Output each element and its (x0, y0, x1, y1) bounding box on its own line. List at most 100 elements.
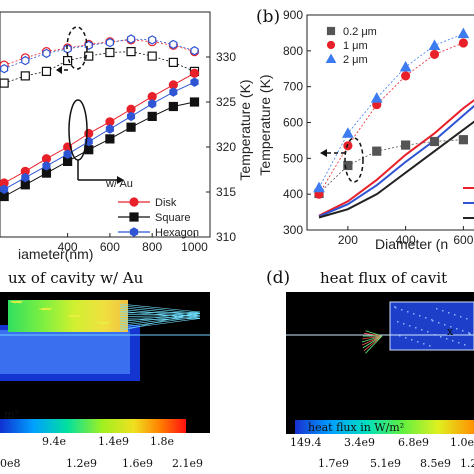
panel-a-dashed-ellipse (66, 26, 88, 70)
x-tick-label: 400 (396, 233, 416, 247)
flux-arrow (119, 316, 201, 328)
series-point (399, 60, 412, 72)
series-point-hexagon (126, 111, 136, 122)
panel-d-marker-x: x (447, 325, 454, 338)
noise-speck (452, 340, 454, 342)
legend-marker (325, 53, 337, 63)
flux-arrow (98, 322, 104, 325)
x-tick-label: 1000 (181, 240, 208, 254)
noise-speck (405, 337, 407, 339)
y-tick-label: 315 (216, 185, 236, 199)
open-series-line (4, 51, 195, 84)
panel-d-cb-label: 1.0e (450, 436, 474, 449)
panel-d-noise (394, 306, 471, 347)
x-tick-label: 400 (58, 240, 78, 254)
flux-arrow (365, 335, 383, 354)
noise-speck (431, 319, 433, 321)
legend-label: 2 μm (343, 54, 368, 66)
open-series-point (169, 39, 178, 50)
series-point (343, 160, 353, 171)
noise-speck (462, 330, 464, 332)
legend-marker (129, 227, 139, 237)
flux-arrow (76, 315, 82, 318)
legend-marker (326, 26, 336, 36)
open-series-point (84, 51, 94, 61)
noise-speck (413, 313, 415, 315)
panel-c-cb-label: 2.1e9 (172, 457, 203, 470)
noise-speck (409, 325, 411, 327)
panel-d-label: (d) (266, 268, 290, 288)
noise-speck (407, 311, 409, 313)
series-point-hexagon (21, 172, 30, 183)
panel-c-cb-label: 1.4e9 (98, 435, 129, 448)
flux-arrow (104, 322, 110, 325)
panel-c-cb-label: 1.8e (150, 435, 174, 448)
x-tick-label: 200 (338, 233, 358, 247)
noise-speck (436, 308, 438, 310)
flux-arrow (119, 303, 201, 313)
series-line (318, 33, 464, 188)
series-point (342, 127, 354, 138)
series-point-hexagon (42, 161, 51, 171)
noise-speck (417, 341, 419, 343)
series-line-hexagon (3, 81, 195, 190)
series-point (458, 38, 468, 48)
panel-d-flux-arrows (361, 330, 383, 354)
panel-a-solid-ellipse (68, 99, 88, 161)
open-series-point (0, 78, 9, 88)
panel-b-chart: (b) 200 400 600 300 400 500 600 700 800 900 0.2 … (256, 7, 474, 252)
noise-speck (450, 326, 452, 328)
flux-arrow (119, 318, 201, 330)
flux-arrow (42, 308, 48, 311)
panel-d-image: (d) heat flux of cavit x heat flux in W/… (266, 268, 474, 474)
flux-arrow (18, 300, 24, 303)
y-tick-label: 310 (216, 230, 236, 244)
panel-d-colorbar-label-area (286, 434, 474, 474)
noise-speck (395, 307, 397, 309)
y-tick-label: 500 (283, 151, 303, 165)
panel-d-cb-label: 1.2 (460, 457, 474, 470)
open-series-point (147, 51, 157, 61)
y-tick-label: 330 (216, 50, 236, 64)
panel-a-x-axis-label: iameter(nm) (18, 246, 93, 262)
open-series-point (42, 48, 51, 59)
series-point-square (168, 101, 178, 112)
noise-speck (419, 315, 421, 317)
panel-d-cb-label: 6.8e9 (398, 436, 429, 449)
panel-c-image: ux of cavity w/ Au m² 9.4e 1.4e9 1.8e 0e… (0, 269, 210, 474)
y-tick-label: 900 (283, 8, 303, 22)
panel-b-y-axis-label: Temperature (K) (257, 74, 273, 175)
noise-speck (448, 312, 450, 314)
noise-speck (456, 328, 458, 330)
noise-speck (466, 318, 468, 320)
legend-marker (129, 212, 139, 222)
noise-speck (440, 336, 442, 338)
flux-arrow (101, 322, 107, 325)
panel-c-colorbar (0, 419, 186, 433)
series-point (428, 39, 441, 50)
series-point-hexagon (105, 124, 115, 134)
panel-c-title: ux of cavity w/ Au (8, 269, 144, 287)
open-series-point (0, 64, 9, 74)
open-series-point (105, 37, 115, 48)
panel-a-arrowhead-right (117, 176, 124, 184)
noise-speck (429, 345, 431, 347)
panel-b-x-axis-label: Diameter (n (375, 236, 448, 252)
flux-arrow (96, 321, 102, 324)
panel-d-colorbar-caption: heat flux in W/m² (308, 421, 404, 434)
flux-arrow (105, 321, 111, 324)
open-series-line (4, 39, 195, 66)
series-line (318, 42, 464, 195)
flux-arrow (102, 321, 108, 324)
series-point (313, 181, 325, 193)
series-point (429, 49, 440, 60)
panel-d-cavity-block (389, 301, 474, 351)
panel-a-arrowhead-left (56, 66, 62, 74)
legend-label: Disk (155, 197, 177, 209)
series-point (457, 27, 470, 39)
open-series-point (126, 46, 136, 57)
flux-arrow (74, 314, 80, 317)
flux-arrow (70, 315, 76, 318)
flux-arrow (73, 315, 79, 318)
